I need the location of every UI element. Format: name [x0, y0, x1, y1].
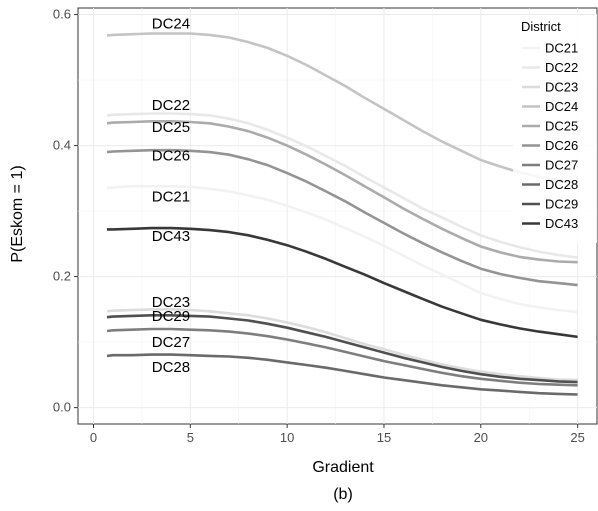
y-tick-label: 0.6	[53, 7, 71, 22]
x-tick-label: 15	[377, 430, 391, 445]
x-axis: 0 5 10 15 20 25	[90, 424, 585, 445]
y-tick-label: 0.4	[53, 138, 71, 153]
line-label-dc23: DC23	[152, 294, 190, 311]
line-label-dc27: DC27	[152, 334, 190, 351]
legend-label-dc28: DC28	[545, 177, 578, 192]
y-tick-label: 0.2	[53, 269, 71, 284]
series-line-dc25	[106, 120, 578, 264]
x-tick-label: 5	[187, 430, 194, 445]
legend: District DC21 DC22 DC23 DC24 DC25 DC26 DC27 DC2…	[513, 15, 597, 243]
series-line-dc21	[106, 184, 578, 314]
series-line-dc22	[106, 112, 578, 259]
line-label-dc24: DC24	[152, 16, 190, 33]
series-lines	[106, 32, 578, 396]
line-label-dc21: DC21	[152, 189, 190, 206]
line-label-dc22: DC22	[152, 97, 190, 114]
legend-label-dc25: DC25	[545, 119, 578, 134]
series-line-dc23	[106, 308, 578, 382]
legend-label-dc26: DC26	[545, 138, 578, 153]
line-label-dc29: DC29	[152, 308, 190, 325]
series-line-dc28	[106, 353, 578, 396]
x-tick-label: 20	[474, 430, 488, 445]
x-axis-title: Gradient	[312, 459, 374, 476]
series-line-dc29	[106, 314, 578, 384]
legend-label-dc21: DC21	[545, 41, 578, 56]
figure-caption: (b)	[333, 486, 353, 503]
legend-label-dc27: DC27	[545, 158, 578, 173]
legend-label-dc24: DC24	[545, 99, 578, 114]
x-tick-label: 10	[280, 430, 294, 445]
y-axis: 0.0 0.2 0.4 0.6	[53, 7, 78, 415]
line-label-dc26: DC26	[152, 147, 190, 164]
legend-label-dc22: DC22	[545, 60, 578, 75]
series-line-dc24	[106, 32, 578, 185]
legend-label-dc23: DC23	[545, 80, 578, 95]
x-tick-label: 25	[570, 430, 584, 445]
legend-label-dc29: DC29	[545, 197, 578, 212]
x-tick-label: 0	[90, 430, 97, 445]
line-label-dc25: DC25	[152, 119, 190, 136]
series-line-dc27	[106, 327, 578, 387]
legend-title: District	[521, 19, 561, 34]
series-line-dc26	[106, 148, 578, 287]
series-line-dc43	[107, 226, 578, 339]
y-axis-title: P(Eskom = 1)	[9, 165, 26, 262]
y-tick-label: 0.0	[53, 400, 71, 415]
line-label-dc43: DC43	[152, 228, 190, 245]
legend-label-dc43: DC43	[545, 216, 578, 231]
line-labels: DC21 DC22 DC23 DC24 DC25 DC26 DC27 DC28 DC29 DC43	[152, 16, 190, 376]
line-label-dc28: DC28	[152, 359, 190, 376]
